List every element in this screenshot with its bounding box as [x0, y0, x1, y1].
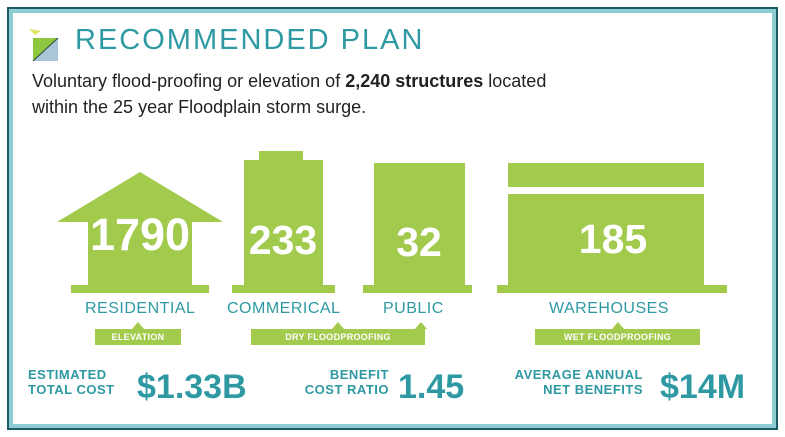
svg-text:185: 185 — [579, 216, 647, 262]
svg-text:233: 233 — [249, 217, 317, 263]
svg-text:32: 32 — [396, 219, 442, 265]
svg-text:1790: 1790 — [90, 209, 190, 260]
